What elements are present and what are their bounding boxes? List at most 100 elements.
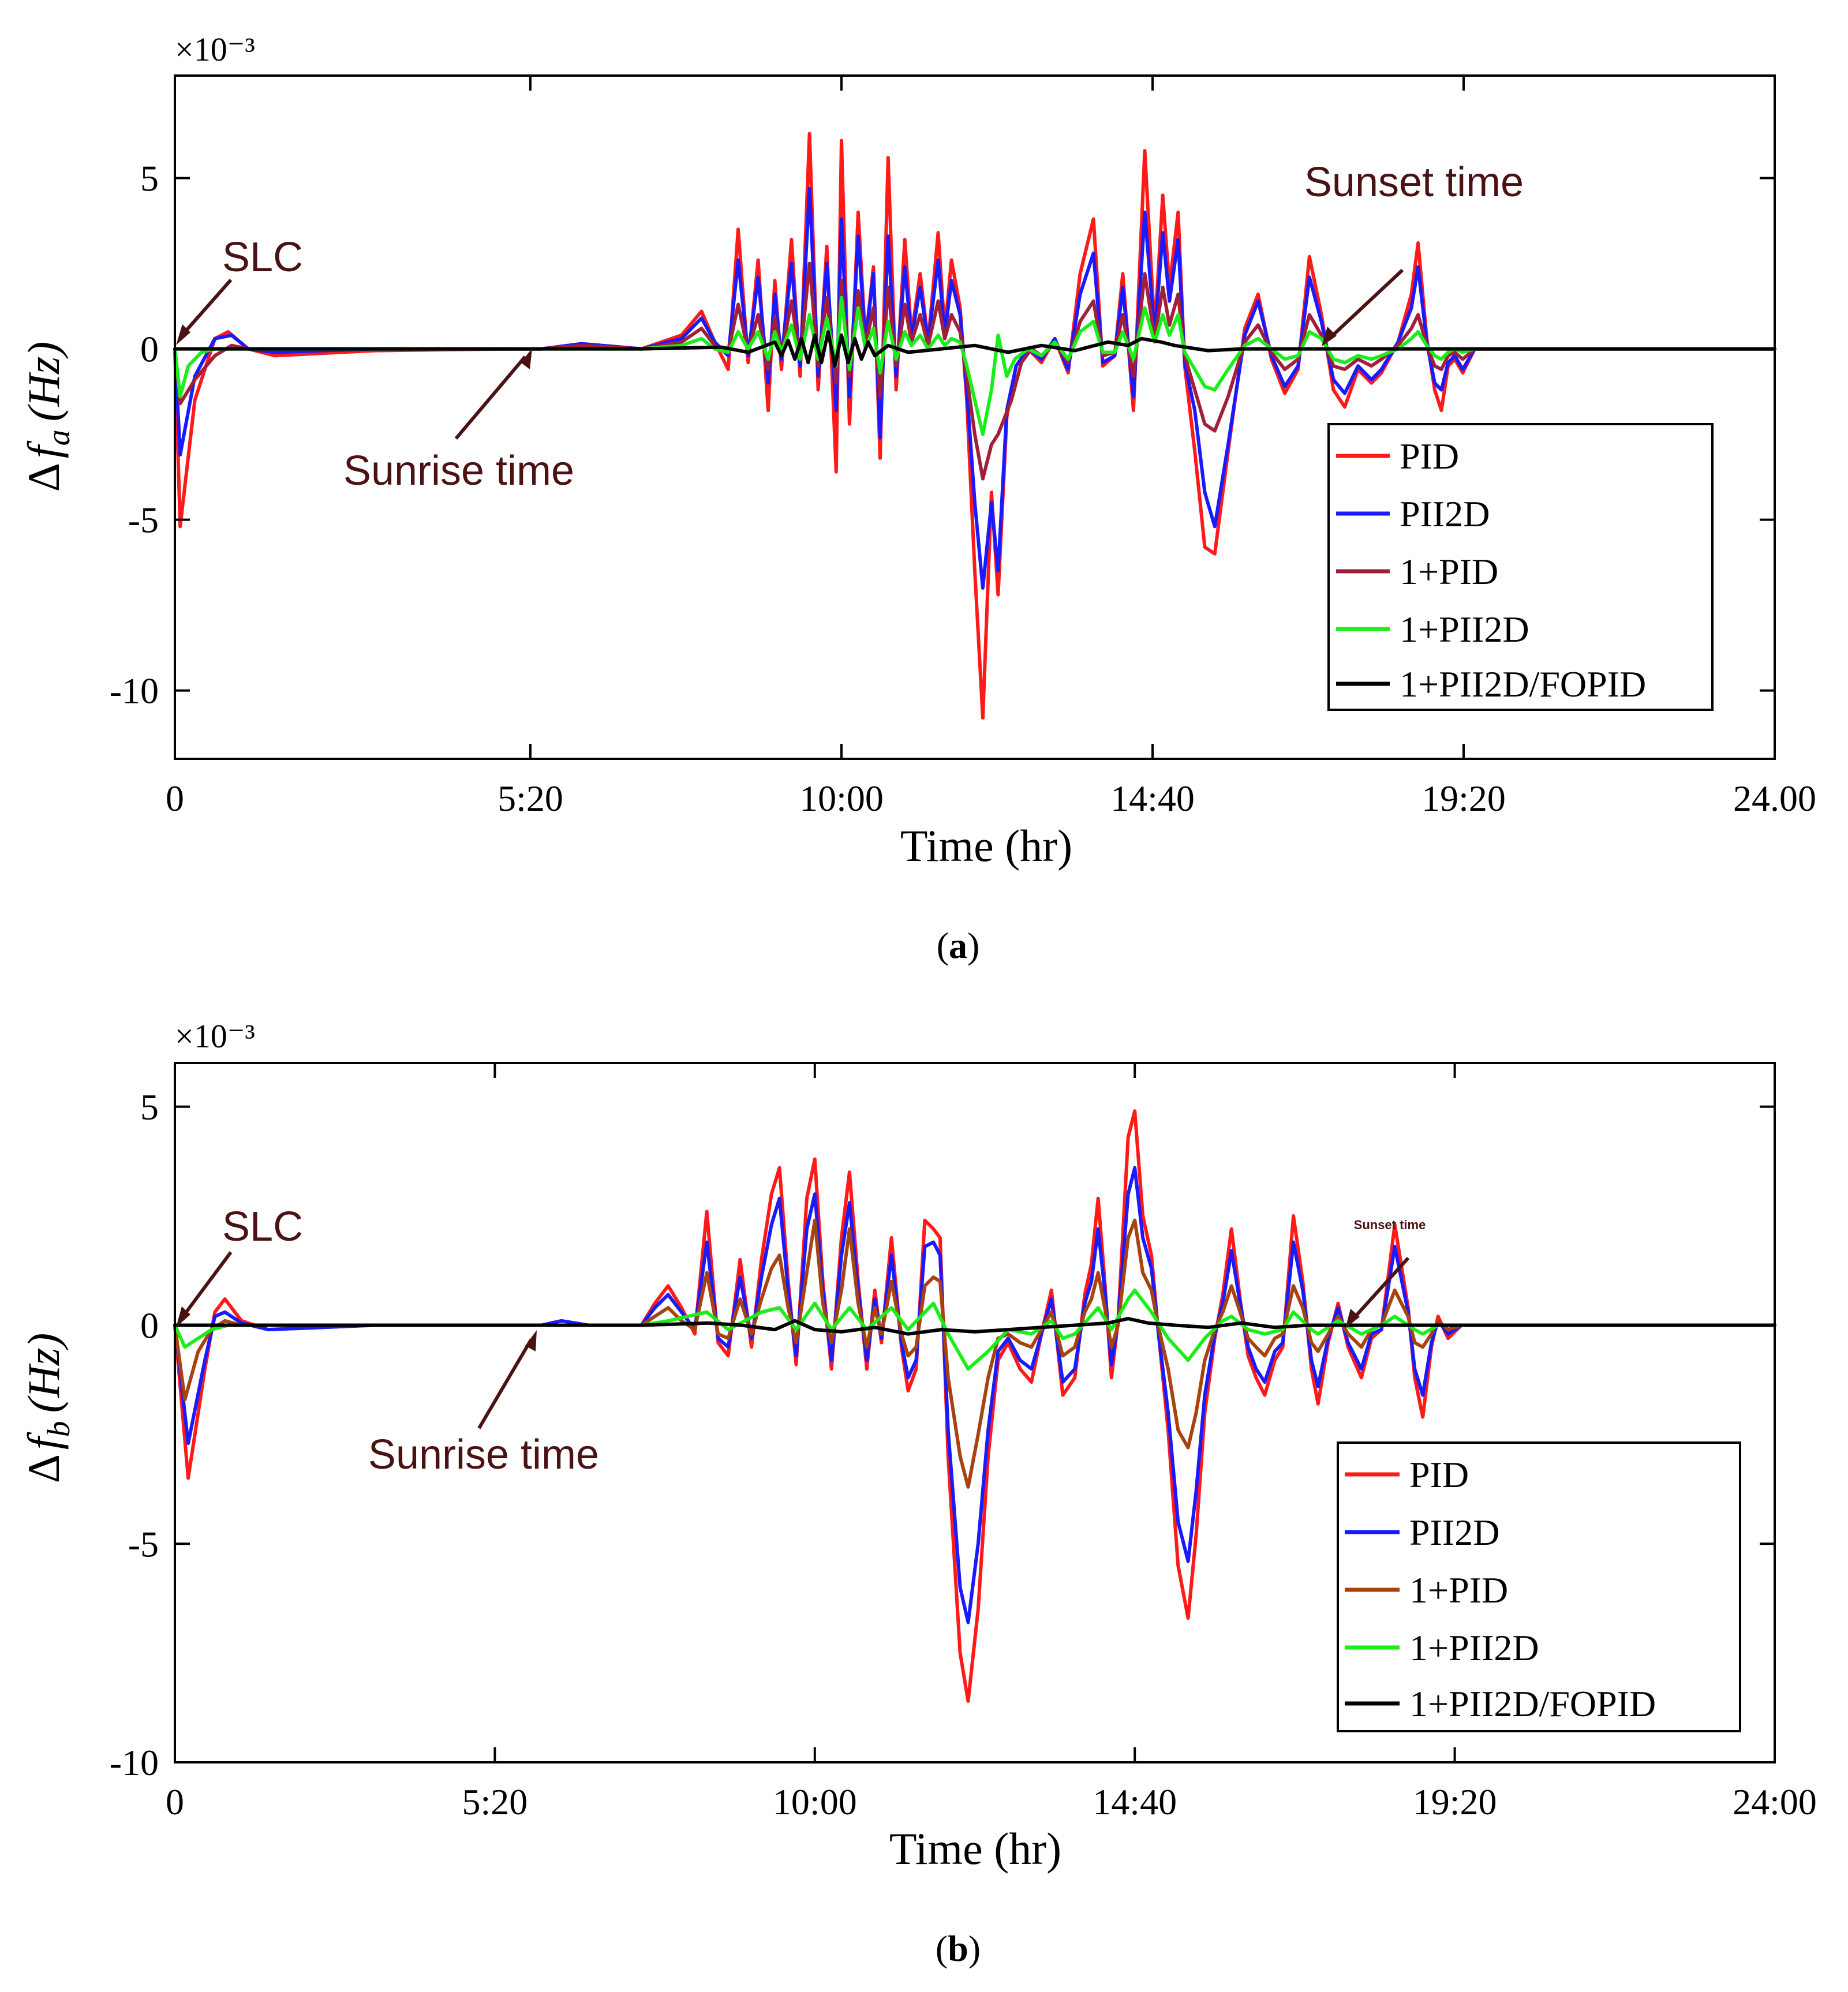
- x-tick-label: 5:20: [462, 1781, 528, 1822]
- y-axis-label-delta: Δ: [18, 463, 69, 492]
- annotation-sunrise-arrow: [454, 355, 527, 440]
- legend-label-1-pid: 1+PID: [1400, 551, 1498, 592]
- scale-label-b: ×10⁻³: [175, 1017, 255, 1055]
- legend-a: PID PII2D 1+PID 1+PII2D 1+PII2D/FOPID: [1327, 423, 1714, 711]
- legend-item-pii2d: PII2D: [1336, 493, 1490, 534]
- y-axis-label-a: Δfa(Hz): [18, 342, 77, 492]
- x-tick-label: 0: [166, 1781, 184, 1822]
- arrowhead-icon: [176, 324, 190, 345]
- annotation-sunset-b: Sunset time: [1345, 1218, 1426, 1328]
- series-line-1-pii2d-fopid: [173, 330, 1776, 368]
- annotation-sunrise-text-content: Sunrise time: [343, 448, 574, 494]
- legend-label-pii2d: PII2D: [1400, 493, 1490, 534]
- legend-item-pid: PID: [1345, 1454, 1469, 1495]
- legend-label-1-pid: 1+PID: [1409, 1570, 1508, 1611]
- y-tick-label: -5: [128, 1523, 159, 1564]
- x-tick-label: 24.00: [1733, 778, 1816, 819]
- annotation-sunset-a: Sunset time: [1304, 159, 1524, 346]
- arrowhead-icon: [1322, 327, 1337, 346]
- caption-b: (b): [936, 1928, 981, 1969]
- annotation-sunrise-text: Sunrise time: [368, 1432, 599, 1478]
- y-axis-label-b: Δfb(Hz): [18, 1333, 77, 1483]
- caption-b-letter: b: [948, 1928, 968, 1969]
- legend-label-pid: PID: [1409, 1454, 1469, 1495]
- legend-item-pid: PID: [1336, 436, 1459, 477]
- caption-a: (a): [937, 925, 980, 966]
- annotation-slc-text: SLC: [222, 1204, 303, 1250]
- legend-item-1-pid: 1+PID: [1336, 551, 1498, 592]
- legend-label-1-pii2d: 1+PII2D: [1400, 609, 1529, 650]
- legend-label-fopid: 1+PII2D/FOPID: [1400, 664, 1646, 705]
- series-line-1-pii2d: [173, 295, 1776, 436]
- y-tick-label: 0: [140, 329, 159, 370]
- series-line-pii2d: [173, 186, 1776, 590]
- x-axis-label-a: Time (hr): [900, 821, 1072, 871]
- y-axis-label-sub: a: [41, 429, 77, 445]
- annotation-sunrise-text: Sunrise time: [343, 448, 574, 494]
- caption-a-letter: a: [949, 925, 967, 966]
- x-tick-label: 10:00: [773, 1781, 857, 1822]
- y-tick-label: -5: [128, 500, 159, 541]
- annotation-slc-text: SLC: [222, 234, 303, 280]
- plot-frame-a: [174, 74, 1776, 760]
- legend-label-1-pii2d: 1+PII2D: [1409, 1627, 1539, 1668]
- annotation-sunset-text: Sunset time: [1354, 1218, 1426, 1232]
- series-layer-b: [173, 1109, 1776, 1703]
- legend-label-pii2d: PII2D: [1409, 1512, 1499, 1553]
- legend-box-b: [1337, 1441, 1741, 1732]
- y-tick-label: -10: [110, 671, 159, 712]
- ticks-layer-b: 0 5:20 10:00 14:40 19:20 24:00 5 0 -5 -10: [110, 1063, 1817, 1822]
- series-line-1-pii2d: [173, 1288, 1776, 1371]
- chart-panel-b: 0 5:20 10:00 14:40 19:20 24:00 5 0 -5 -10 ×10⁻³ Δ…: [18, 1017, 1817, 1969]
- plot-frame-b: [174, 1062, 1776, 1763]
- scale-label-a: ×10⁻³: [175, 31, 255, 68]
- legend-label-fopid: 1+PII2D/FOPID: [1409, 1683, 1656, 1724]
- legend-b: PID PII2D 1+PID 1+PII2D 1+PII2D/FOPID: [1337, 1441, 1741, 1732]
- x-tick-label: 24:00: [1733, 1781, 1817, 1822]
- y-tick-label: -10: [110, 1742, 159, 1783]
- legend-item-fopid: 1+PII2D/FOPID: [1336, 664, 1646, 705]
- x-tick-label: 14:40: [1110, 778, 1195, 819]
- series-layer-a: [173, 132, 1776, 720]
- annotation-sunset-arrow: [1329, 268, 1404, 339]
- annotation-sunrise-arrow: [477, 1339, 533, 1429]
- x-tick-label: 5:20: [497, 778, 563, 819]
- y-axis-label-sub: b: [41, 1421, 77, 1437]
- y-tick-label: 5: [140, 1087, 159, 1128]
- legend-item-1-pii2d: 1+PII2D: [1345, 1627, 1539, 1668]
- annotation-slc-a: SLC: [176, 234, 303, 345]
- y-axis-label-unit: (Hz): [18, 342, 69, 422]
- annotation-slc-b: SLC: [176, 1204, 303, 1327]
- y-tick-label: 0: [140, 1305, 159, 1346]
- x-tick-label: 10:00: [799, 778, 884, 819]
- series-line-1-pii2d-fopid: [173, 1317, 1776, 1336]
- arrowhead-icon: [176, 1306, 190, 1327]
- annotation-sunrise-a: Sunrise time: [343, 349, 574, 494]
- chart-panel-a: 0 5:20 10:00 14:40 19:20 24.00 5 0 -5 -10 ×10⁻³ Δ…: [18, 31, 1816, 966]
- annotation-slc-arrow: [182, 1251, 233, 1317]
- legend-item-fopid: 1+PII2D/FOPID: [1345, 1683, 1656, 1724]
- arrowhead-icon: [525, 1330, 537, 1351]
- x-tick-label: 0: [166, 778, 184, 819]
- legend-box-a: [1327, 423, 1714, 711]
- x-tick-label: 14:40: [1093, 1781, 1177, 1822]
- legend-label-pid: PID: [1400, 436, 1459, 477]
- series-line-1-pid: [173, 1218, 1776, 1489]
- ticks-layer-a: 0 5:20 10:00 14:40 19:20 24.00 5 0 -5 -10: [110, 76, 1816, 819]
- y-axis-label-delta: Δ: [18, 1454, 69, 1483]
- legend-item-1-pid: 1+PID: [1345, 1570, 1508, 1611]
- x-tick-label: 19:20: [1421, 778, 1506, 819]
- legend-item-pii2d: PII2D: [1345, 1512, 1499, 1553]
- annotation-slc-arrow: [182, 279, 233, 335]
- arrowhead-icon: [521, 349, 532, 369]
- arrowhead-icon: [1345, 1309, 1360, 1328]
- x-axis-label-b: Time (hr): [889, 1823, 1061, 1874]
- annotation-sunset-text: Sunset time: [1304, 159, 1524, 205]
- y-axis-label-unit: (Hz): [18, 1333, 69, 1413]
- x-tick-label: 19:20: [1413, 1781, 1497, 1822]
- annotation-sunrise-b: Sunrise time: [368, 1330, 599, 1478]
- legend-item-1-pii2d: 1+PII2D: [1336, 609, 1529, 650]
- y-tick-label: 5: [140, 158, 159, 199]
- annotation-sunset-arrow: [1352, 1256, 1410, 1320]
